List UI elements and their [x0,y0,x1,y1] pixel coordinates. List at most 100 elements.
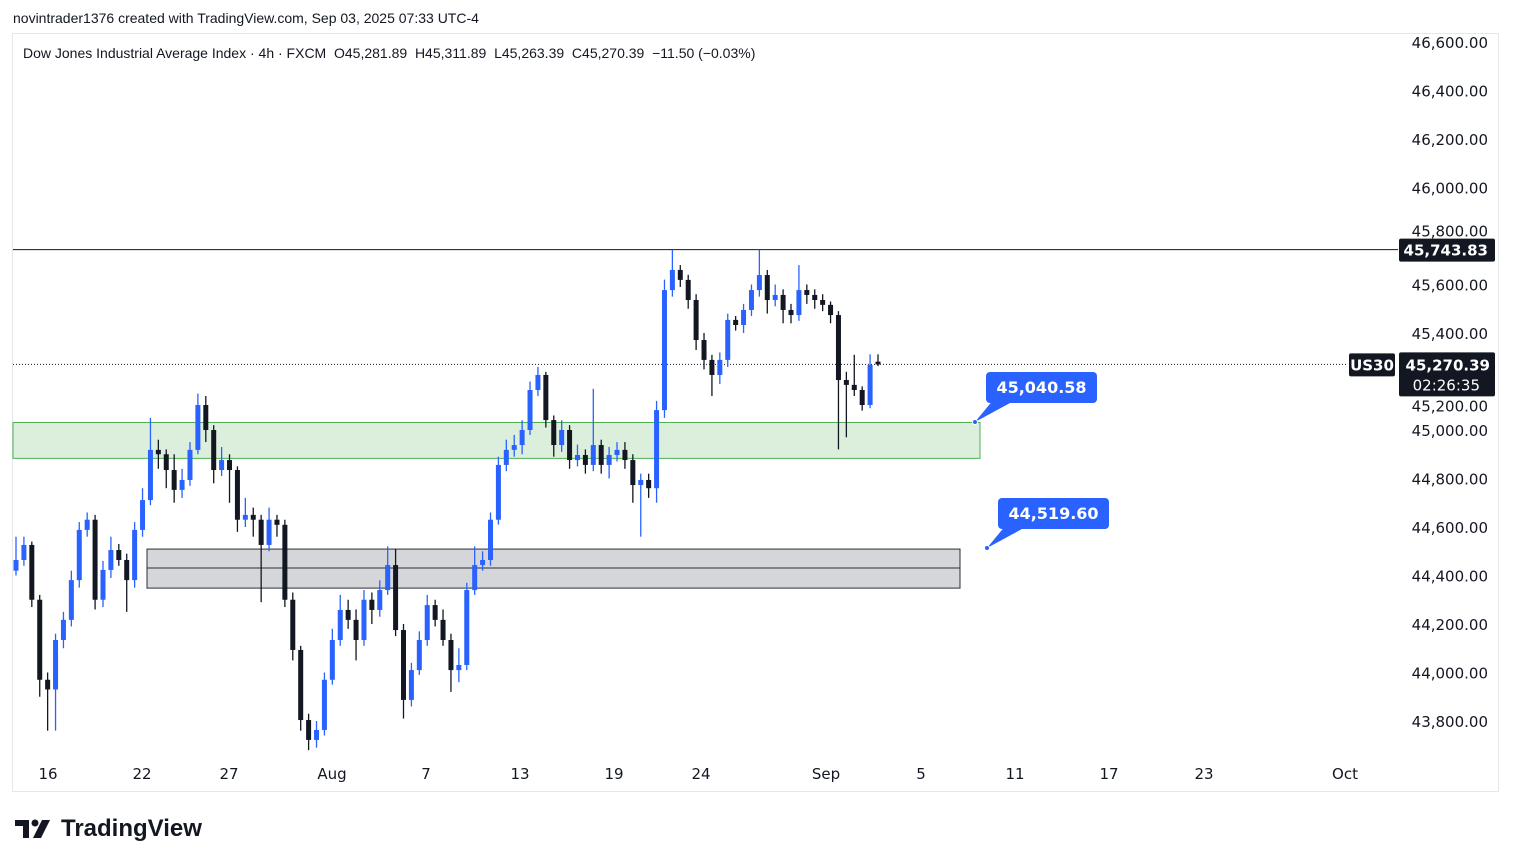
symbol-label: US30 [1350,356,1394,374]
candle-body [361,599,367,641]
x-tick-label: 19 [604,765,623,783]
candle-body [211,430,217,471]
candle-body [812,294,818,301]
x-tick-label: 13 [510,765,529,783]
candle-body [614,449,620,455]
candle-body [495,464,501,520]
candle-body [559,430,565,446]
candle-body [828,304,834,316]
candle-body [132,529,138,581]
candle-body [37,599,43,680]
candle-body [480,559,486,566]
candle-body [527,389,533,430]
candle-body [851,384,857,390]
support-zone-gray[interactable] [146,548,961,589]
candle-body [155,449,161,455]
candle-body [567,430,573,461]
candle-body [140,500,146,530]
x-tick-label: 5 [916,765,926,783]
candle-body [717,359,723,375]
candle-body [756,275,762,291]
candle-body [820,300,826,305]
x-tick-label: Aug [317,765,346,783]
candle-body [203,405,209,430]
y-tick-label: 43,800.00 [1412,713,1488,731]
price-callout[interactable] [998,498,1109,529]
y-tick-label: 45,800.00 [1412,223,1488,241]
tradingview-logo[interactable]: TradingView [15,815,202,843]
y-tick-label: 45,400.00 [1412,325,1488,343]
price-callout-label: 44,519.60 [1008,504,1098,523]
candle-body [654,410,660,489]
candle-body [195,405,201,450]
candle-body [377,590,383,610]
candle-body [796,290,802,316]
candle-body [843,380,849,385]
resistance-price-badge [1399,238,1495,262]
candle-body [314,729,320,740]
candle-body [385,565,391,591]
chart-frame [12,33,1499,792]
candle-body [258,519,264,545]
candle-body [345,609,351,620]
candle-body [867,365,873,406]
x-tick-label: 22 [132,765,151,783]
resistance-price-label: 45,743.83 [1404,242,1488,260]
price-axis[interactable] [1398,34,1498,791]
candle-body [84,519,90,530]
candle-body [582,454,588,465]
candle-body [76,529,82,581]
candle-body [511,445,517,450]
candle-body [92,519,98,600]
y-tick-label: 44,800.00 [1412,471,1488,489]
y-tick-label: 45,600.00 [1412,277,1488,295]
x-tick-label: 11 [1005,765,1024,783]
candle-body [709,359,715,375]
callout-anchor[interactable] [984,545,990,551]
candle-body [788,309,794,316]
y-tick-label: 44,400.00 [1412,568,1488,586]
support-zone-green[interactable] [12,421,981,459]
candle-body [543,374,549,421]
candle-body [590,445,596,465]
candle-body [701,340,707,360]
candle-body [487,519,493,560]
candle-body [685,279,691,301]
candle-body [424,605,430,641]
candle-body [606,454,612,465]
candle-body [108,550,114,570]
candle-body [242,514,248,520]
candle-body [669,269,675,291]
candle-body [21,544,27,560]
candle-body [638,479,644,486]
candle-body [250,514,256,520]
candle-body [187,449,193,480]
callout-anchor[interactable] [972,419,978,425]
candle-body [448,640,454,671]
candle-body [859,389,865,406]
candle-body [163,454,169,471]
chart-credit: novintrader1376 created with TradingView… [13,10,479,26]
candle-body [353,619,359,641]
candle-body [551,420,557,446]
candle-body [171,470,177,490]
tradingview-brand: TradingView [61,815,202,842]
y-tick-label: 44,600.00 [1412,519,1488,537]
candle-body [741,309,747,325]
candle-body [274,519,280,525]
candle-body [622,449,628,461]
candle-body [29,544,35,600]
candle-body [290,599,296,650]
candle-body [661,290,667,411]
candle-body [748,290,754,310]
candle-body [875,361,881,365]
candle-body [503,449,509,465]
candle-body [60,619,66,641]
callout-pointer [987,525,1022,548]
y-tick-label: 44,200.00 [1412,616,1488,634]
candle-body [266,519,272,545]
y-tick-label: 46,400.00 [1412,83,1488,101]
candle-body [45,679,51,690]
price-callout[interactable] [986,372,1097,403]
